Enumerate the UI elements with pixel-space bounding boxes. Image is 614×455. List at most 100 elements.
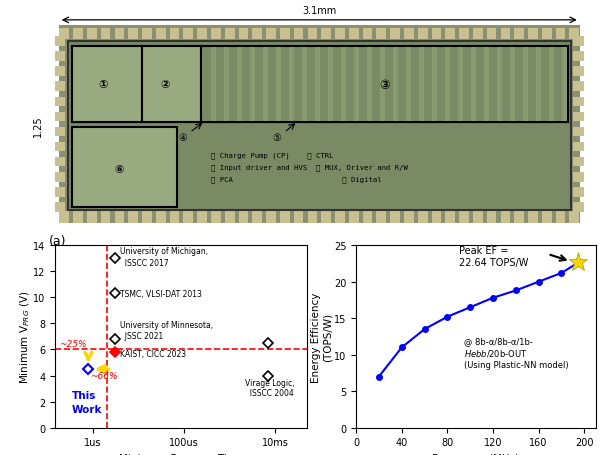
Bar bbox=[55, 203, 65, 212]
Bar bbox=[266, 212, 276, 223]
Text: ~25%: ~25% bbox=[59, 339, 87, 349]
Bar bbox=[515, 29, 524, 40]
Text: ~66%: ~66% bbox=[90, 371, 117, 380]
Bar bbox=[484, 48, 489, 122]
Bar bbox=[445, 29, 455, 40]
Bar bbox=[473, 29, 483, 40]
Bar bbox=[197, 212, 207, 223]
Text: University of Michigan,: University of Michigan, bbox=[120, 247, 208, 256]
Bar bbox=[142, 47, 201, 123]
Bar bbox=[321, 29, 331, 40]
Bar bbox=[573, 52, 584, 61]
Bar bbox=[459, 29, 469, 40]
Bar bbox=[573, 203, 584, 212]
Bar bbox=[225, 29, 235, 40]
Text: ⑥: ⑥ bbox=[115, 165, 124, 175]
Bar bbox=[308, 212, 317, 223]
Bar bbox=[302, 48, 306, 122]
Bar bbox=[55, 158, 65, 167]
Bar bbox=[55, 142, 65, 152]
Bar bbox=[55, 112, 65, 122]
Bar bbox=[349, 29, 359, 40]
Bar bbox=[225, 212, 235, 223]
Bar bbox=[55, 127, 65, 137]
Bar bbox=[515, 212, 524, 223]
Bar bbox=[363, 29, 373, 40]
Bar bbox=[211, 29, 221, 40]
Text: (c): (c) bbox=[313, 454, 330, 455]
Bar bbox=[550, 48, 554, 122]
Text: ③: ③ bbox=[379, 79, 389, 91]
Bar bbox=[115, 212, 124, 223]
Bar bbox=[573, 37, 584, 46]
Text: (a): (a) bbox=[49, 234, 67, 247]
Bar bbox=[573, 97, 584, 107]
Bar bbox=[266, 29, 276, 40]
Bar bbox=[487, 29, 497, 40]
Bar bbox=[55, 188, 65, 197]
Bar bbox=[87, 29, 96, 40]
Bar bbox=[237, 48, 241, 122]
Bar bbox=[263, 48, 268, 122]
Bar bbox=[537, 48, 541, 122]
Y-axis label: Energy Efficiency
(TOPS/W): Energy Efficiency (TOPS/W) bbox=[311, 292, 333, 382]
Bar bbox=[500, 29, 510, 40]
Bar bbox=[510, 48, 515, 122]
Bar bbox=[55, 97, 65, 107]
Bar bbox=[573, 82, 584, 92]
Bar bbox=[432, 212, 441, 223]
Bar bbox=[349, 212, 359, 223]
Bar bbox=[211, 212, 221, 223]
Bar bbox=[55, 82, 65, 92]
Bar bbox=[315, 48, 320, 122]
Bar bbox=[201, 47, 568, 123]
Bar bbox=[293, 29, 303, 40]
Bar bbox=[363, 212, 373, 223]
Bar bbox=[394, 48, 398, 122]
Bar bbox=[87, 212, 96, 223]
Text: 1.25: 1.25 bbox=[33, 115, 44, 137]
Text: Peak EF =
22.64 TOPS/W: Peak EF = 22.64 TOPS/W bbox=[459, 246, 528, 268]
Bar bbox=[459, 212, 469, 223]
Bar bbox=[328, 48, 333, 122]
Bar bbox=[562, 48, 567, 122]
Bar bbox=[55, 173, 65, 182]
Bar bbox=[169, 29, 179, 40]
Bar bbox=[445, 212, 455, 223]
Bar bbox=[523, 48, 527, 122]
Bar bbox=[432, 29, 441, 40]
Text: Work: Work bbox=[72, 404, 103, 414]
Bar bbox=[573, 158, 584, 167]
Bar bbox=[459, 48, 463, 122]
Bar bbox=[72, 128, 177, 207]
Bar bbox=[156, 29, 166, 40]
Bar bbox=[239, 212, 248, 223]
Text: KAIST, CICC 2023: KAIST, CICC 2023 bbox=[120, 349, 187, 358]
Bar bbox=[473, 212, 483, 223]
Bar bbox=[335, 29, 345, 40]
Text: ②: ② bbox=[161, 80, 170, 90]
Bar bbox=[169, 212, 179, 223]
Bar bbox=[542, 212, 551, 223]
Bar bbox=[142, 29, 152, 40]
Bar bbox=[528, 212, 538, 223]
Bar bbox=[380, 48, 384, 122]
Bar bbox=[142, 212, 152, 223]
Bar bbox=[472, 48, 476, 122]
Text: Virage Logic,: Virage Logic, bbox=[245, 378, 295, 387]
Bar bbox=[184, 29, 193, 40]
Bar bbox=[60, 212, 69, 223]
Bar bbox=[156, 212, 166, 223]
Bar bbox=[445, 48, 449, 122]
Text: JSSC 2021: JSSC 2021 bbox=[120, 331, 163, 340]
Bar bbox=[418, 29, 427, 40]
Text: University of Minnesota,: University of Minnesota, bbox=[120, 321, 214, 329]
Bar bbox=[239, 29, 248, 40]
Bar bbox=[487, 212, 497, 223]
Bar bbox=[72, 47, 568, 123]
Bar bbox=[341, 48, 346, 122]
X-axis label: Frequency (MHz): Frequency (MHz) bbox=[432, 453, 519, 455]
Bar bbox=[542, 29, 551, 40]
Bar bbox=[101, 29, 111, 40]
Bar bbox=[573, 112, 584, 122]
